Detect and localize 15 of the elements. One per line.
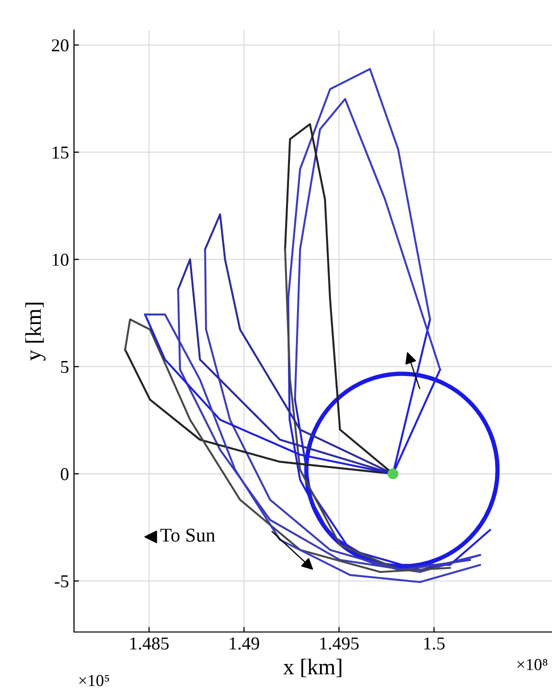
y-axis-title: y [km] bbox=[25, 302, 46, 361]
text: ×10⁵ bbox=[79, 674, 110, 686]
y-tick-label: 20 bbox=[52, 39, 68, 52]
x-tick-label: 1.49 bbox=[230, 637, 260, 650]
y-tick-label: -5 bbox=[54, 575, 68, 588]
y-tick-label: 5 bbox=[61, 361, 68, 374]
x-tick-label: 1.485 bbox=[130, 637, 169, 650]
x-tick-label: 1.5 bbox=[424, 637, 445, 650]
annotation: To Sun bbox=[160, 528, 216, 542]
x-tick-label: 1.495 bbox=[320, 637, 359, 650]
x-axis-title: x [km] bbox=[283, 658, 342, 678]
text: ×10⁸ bbox=[517, 658, 548, 670]
y-tick-label: 0 bbox=[60, 468, 68, 480]
y-tick-label: 10 bbox=[52, 254, 68, 266]
y-tick-label: 15 bbox=[52, 146, 68, 159]
